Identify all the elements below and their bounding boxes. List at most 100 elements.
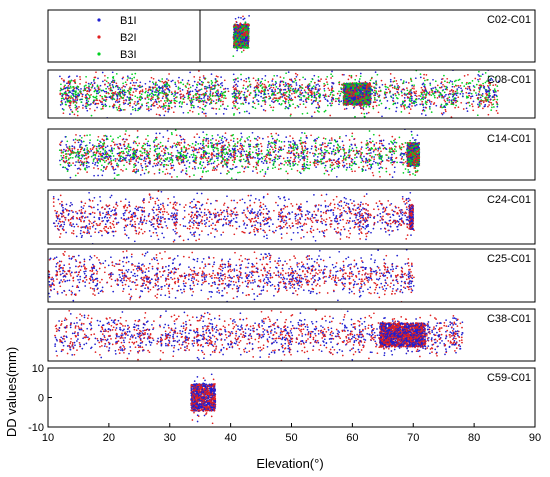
data-point bbox=[164, 101, 167, 104]
data-point bbox=[198, 89, 200, 92]
data-point bbox=[215, 99, 218, 101]
data-point bbox=[152, 102, 155, 105]
data-point bbox=[479, 96, 482, 99]
data-point bbox=[246, 44, 248, 47]
data-point bbox=[353, 98, 355, 101]
data-point bbox=[147, 101, 149, 104]
data-point bbox=[369, 98, 372, 101]
data-point bbox=[256, 82, 259, 84]
data-point bbox=[68, 96, 70, 98]
data-point bbox=[335, 100, 337, 103]
data-point bbox=[185, 92, 188, 95]
data-point bbox=[224, 97, 227, 100]
data-point bbox=[204, 112, 207, 115]
data-point bbox=[90, 93, 92, 96]
data-point bbox=[187, 93, 190, 96]
data-point bbox=[175, 100, 178, 103]
data-point bbox=[472, 109, 475, 112]
data-point bbox=[326, 99, 329, 102]
data-point bbox=[348, 95, 351, 98]
data-point bbox=[156, 89, 159, 92]
data-point bbox=[346, 99, 349, 102]
data-point bbox=[113, 98, 116, 101]
data-point bbox=[183, 101, 185, 104]
data-point bbox=[121, 90, 124, 93]
data-point bbox=[284, 82, 287, 84]
data-point bbox=[76, 94, 79, 97]
data-point bbox=[173, 95, 175, 97]
data-point bbox=[236, 97, 239, 99]
data-point bbox=[189, 90, 192, 93]
data-point bbox=[486, 80, 488, 82]
data-point bbox=[391, 86, 394, 89]
data-point bbox=[115, 84, 118, 87]
data-point bbox=[195, 99, 198, 101]
data-point bbox=[357, 101, 359, 104]
data-point bbox=[66, 100, 69, 103]
data-point bbox=[287, 101, 290, 104]
data-point bbox=[129, 96, 132, 99]
data-point bbox=[98, 88, 100, 90]
data-point bbox=[403, 106, 406, 108]
data-point bbox=[119, 88, 122, 91]
data-point bbox=[209, 97, 212, 100]
data-point bbox=[155, 113, 158, 116]
data-point bbox=[275, 86, 278, 88]
data-point bbox=[133, 87, 136, 90]
data-point bbox=[78, 106, 80, 108]
data-point bbox=[422, 94, 424, 96]
data-point bbox=[462, 95, 464, 98]
data-point bbox=[131, 73, 133, 76]
data-point bbox=[424, 79, 426, 82]
data-point bbox=[107, 82, 110, 84]
data-point bbox=[148, 86, 151, 88]
data-point bbox=[277, 97, 280, 100]
data-point bbox=[129, 104, 131, 107]
data-point bbox=[326, 81, 328, 83]
data-point bbox=[405, 81, 408, 84]
data-point bbox=[411, 84, 413, 87]
data-point bbox=[96, 84, 99, 87]
data-point bbox=[122, 76, 125, 79]
data-point bbox=[203, 94, 206, 96]
data-point bbox=[363, 91, 366, 94]
data-point bbox=[244, 23, 247, 26]
data-point bbox=[301, 112, 304, 115]
data-point bbox=[330, 77, 332, 79]
data-point bbox=[186, 103, 188, 106]
data-point bbox=[197, 105, 199, 108]
data-point bbox=[170, 91, 173, 94]
data-point bbox=[281, 96, 284, 98]
data-point bbox=[478, 103, 481, 105]
data-point bbox=[220, 99, 222, 102]
data-point bbox=[215, 102, 218, 104]
data-point bbox=[243, 96, 246, 99]
data-point bbox=[80, 101, 83, 103]
data-point bbox=[395, 110, 397, 113]
data-point bbox=[345, 107, 348, 110]
data-point bbox=[80, 88, 82, 90]
data-point bbox=[350, 100, 353, 103]
data-point bbox=[449, 80, 452, 82]
data-point bbox=[123, 99, 125, 102]
data-point bbox=[282, 88, 285, 91]
data-point bbox=[452, 101, 455, 104]
data-point bbox=[94, 96, 97, 99]
data-point bbox=[122, 101, 125, 104]
data-point bbox=[233, 81, 236, 83]
data-point bbox=[329, 102, 331, 105]
data-point bbox=[245, 77, 248, 80]
data-point bbox=[339, 92, 342, 95]
data-point bbox=[323, 85, 325, 87]
data-point bbox=[479, 105, 481, 107]
data-point bbox=[62, 88, 65, 91]
data-point bbox=[222, 103, 224, 105]
data-point bbox=[234, 39, 237, 41]
data-point bbox=[96, 106, 98, 109]
data-point bbox=[401, 88, 404, 91]
data-point bbox=[361, 93, 364, 96]
data-point bbox=[232, 73, 235, 76]
data-point bbox=[69, 81, 72, 83]
data-point bbox=[233, 104, 235, 107]
data-point bbox=[267, 81, 270, 83]
